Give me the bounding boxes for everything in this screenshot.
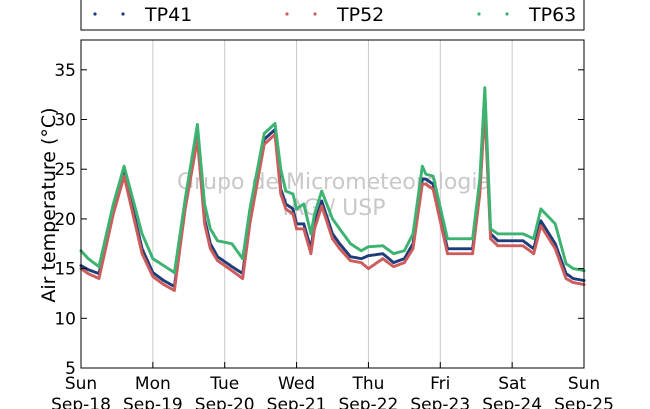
y-tick-label: 35: [54, 61, 76, 81]
y-tick-label: 30: [54, 111, 76, 131]
legend: TP41 TP52 TP63: [80, 0, 585, 31]
legend-item-tp52: TP52: [285, 4, 384, 26]
legend-marker-tp41: [93, 12, 97, 16]
y-axis-label: Air temperature (°C): [38, 107, 60, 302]
x-tick-label-date: Sep-24: [482, 395, 542, 409]
x-tick-label-day: Sat: [498, 374, 526, 394]
legend-item-tp63: TP63: [477, 4, 576, 26]
x-tick-label-day: Fri: [430, 374, 450, 394]
x-axis: SunSep-18MonSep-19TueSep-20WedSep-21ThuS…: [51, 362, 614, 409]
y-tick-label: 10: [54, 309, 76, 329]
legend-label-tp52: TP52: [336, 4, 384, 26]
y-tick-label: 25: [54, 160, 76, 180]
y-tick-label: 20: [54, 210, 76, 230]
x-tick-label-date: Sep-22: [339, 395, 399, 409]
x-tick-label-day: Thu: [351, 374, 384, 394]
legend-item-tp41: TP41: [93, 4, 192, 26]
x-tick-label-day: Mon: [135, 374, 171, 394]
plot-frame: [80, 39, 585, 369]
watermark-line-1: Grupo de Micrometeorologia: [177, 170, 491, 195]
legend-marker-tp41-b: [121, 12, 125, 16]
series-group: [79, 86, 586, 292]
x-tick-label-day: Wed: [278, 374, 315, 394]
x-tick-label-date: Sep-18: [51, 395, 111, 409]
series-tp63: [79, 86, 586, 275]
watermark: Grupo de Micrometeorologia IAG / USP: [177, 170, 491, 221]
x-tick-label-date: Sep-20: [195, 395, 255, 409]
legend-label-tp41: TP41: [144, 4, 192, 26]
x-tick-label-date: Sep-21: [267, 395, 327, 409]
x-tick-label-date: Sep-23: [410, 395, 470, 409]
x-tick-label-day: Sun: [65, 374, 97, 394]
legend-marker-tp63: [477, 12, 481, 16]
y-axis: 5 10 15 20 25 30 35: [54, 61, 584, 379]
x-tick-label-day: Tue: [209, 374, 239, 394]
legend-label-tp63: TP63: [528, 4, 576, 26]
x-tick-label-day: Sun: [568, 374, 600, 394]
y-tick-label: 15: [54, 260, 76, 280]
legend-marker-tp63-b: [505, 12, 509, 16]
x-tick-label-date: Sep-25: [554, 395, 614, 409]
legend-marker-tp52: [285, 12, 289, 16]
y-tick-label: 5: [65, 359, 76, 379]
x-tick-label-date: Sep-19: [123, 395, 183, 409]
plot-area: [81, 40, 584, 368]
legend-marker-tp52-b: [313, 12, 317, 16]
